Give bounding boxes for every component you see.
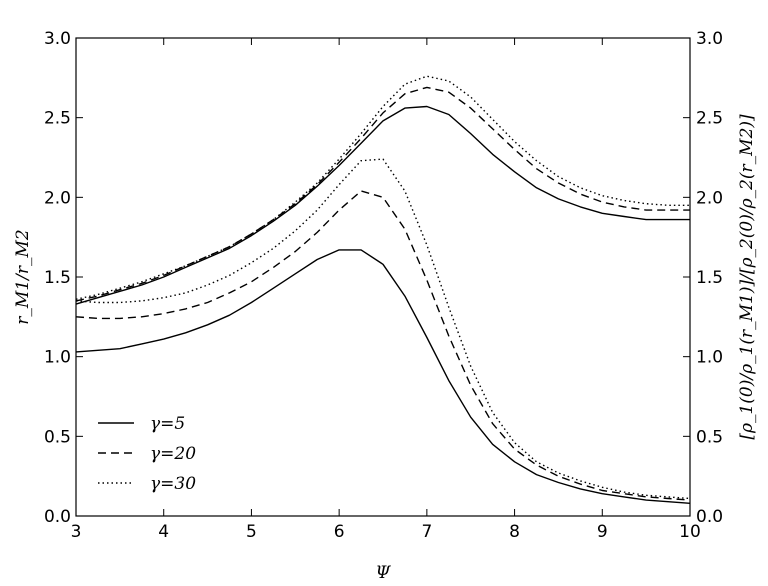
ticks-layer: 3 4 5 6 7 8 9 100.00.51.01.52.02.53.00.00.51.01… xyxy=(44,29,723,542)
y-tick-label-right: 0.0 xyxy=(696,507,723,527)
y-tick-label-right: 3.0 xyxy=(696,29,723,49)
series-layer xyxy=(75,75,691,504)
y-tick-label-left: 2.0 xyxy=(44,188,71,208)
series-lower-5-line xyxy=(75,249,691,504)
series-upper-20-line xyxy=(75,86,690,302)
y-tick-label-left: 1.0 xyxy=(44,348,71,368)
series-lower-30-line xyxy=(75,158,691,500)
x-tick-label: 9 xyxy=(597,522,608,542)
series-upper-30-line xyxy=(75,75,690,300)
y-tick-label-left: 0.0 xyxy=(44,507,71,527)
y-tick-label-left: 3.0 xyxy=(44,29,71,49)
x-tick-label: 7 xyxy=(421,522,432,542)
x-tick-label: 3 xyxy=(71,522,82,542)
series-upper-5-line xyxy=(75,105,690,305)
legend-label: γ=30 xyxy=(150,474,196,494)
y-tick-label-left: 0.5 xyxy=(44,427,71,447)
legend: γ=5 γ=20 γ=30 xyxy=(98,414,196,494)
y-tick-label-left: 2.5 xyxy=(44,109,71,129)
y-tick-label-right: 0.5 xyxy=(696,427,723,447)
x-tick-label: 6 xyxy=(334,522,345,542)
y-tick-label-right: 2.5 xyxy=(696,109,723,129)
y-tick-label-right: 2.0 xyxy=(696,188,723,208)
x-tick-label: 5 xyxy=(246,522,257,542)
y-tick-label-right: 1.5 xyxy=(696,268,723,288)
y-tick-label-right: 1.0 xyxy=(696,348,723,368)
x-tick-label: 10 xyxy=(679,522,701,542)
y-axis-left-label: r_M1/r_M2 xyxy=(13,229,33,324)
y-axis-right-label: [ρ_1(0)/ρ_1(r_M1)]/[ρ_2(0)/ρ_2(r_M2)] xyxy=(737,114,757,440)
x-axis-label: Ψ xyxy=(376,563,392,583)
series-lower-20-line xyxy=(75,190,691,501)
x-tick-label: 4 xyxy=(158,522,169,542)
x-tick-label: 8 xyxy=(509,522,520,542)
y-tick-label-left: 1.5 xyxy=(44,268,71,288)
legend-label: γ=5 xyxy=(150,414,185,434)
legend-label: γ=20 xyxy=(150,444,196,464)
